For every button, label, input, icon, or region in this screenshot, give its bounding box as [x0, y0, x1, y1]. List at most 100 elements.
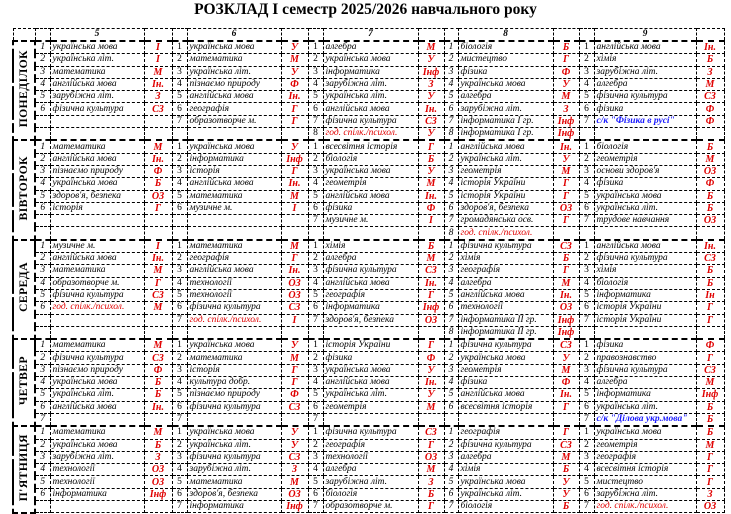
- lesson-number: 3: [578, 264, 595, 278]
- room-code: І: [143, 238, 173, 254]
- lesson-subject: біологія: [593, 276, 697, 290]
- lesson-subject: українська літ.: [49, 388, 145, 402]
- lesson-number: 4: [34, 376, 51, 390]
- lesson-number: 2: [34, 252, 51, 266]
- lesson-number: 5: [171, 288, 188, 303]
- room-code: ОЗ: [417, 313, 445, 327]
- room-code: Ін.: [417, 276, 445, 290]
- room-code: [417, 226, 445, 241]
- room-code: ОЗ: [280, 276, 309, 290]
- room-code: У: [280, 338, 309, 353]
- lesson-number: [171, 214, 188, 228]
- room-code: Б: [143, 438, 173, 452]
- room-code: Ін.: [552, 388, 580, 402]
- lesson-subject: год. спілк./психол.: [457, 226, 554, 241]
- day-label: СЕРЕДА: [17, 262, 30, 313]
- lesson-number: [34, 313, 51, 327]
- lesson-number: 2: [443, 252, 459, 266]
- lesson-number: 5: [307, 189, 324, 203]
- lesson-number: 3: [34, 264, 51, 278]
- room-code: Г: [280, 363, 309, 378]
- lesson-subject: математика: [49, 425, 145, 440]
- lesson-subject: [186, 412, 282, 427]
- lesson-number: 7: [578, 499, 595, 514]
- lesson-number: 5: [34, 475, 51, 489]
- lesson-row: 7 7 7 7 с/к "Ділова укр.мова" Б: [13, 412, 725, 427]
- lesson-number: 1: [443, 238, 459, 254]
- lesson-number: 3: [443, 450, 459, 465]
- lesson-subject: інформатика: [593, 388, 697, 402]
- lesson-number: 7: [578, 214, 595, 228]
- lesson-subject: українська літ.: [186, 65, 282, 79]
- day-label: ВІВТОРОК: [17, 155, 30, 221]
- lesson-subject: фізична культура: [49, 102, 145, 116]
- lesson-number: 5: [578, 388, 595, 402]
- lesson-subject: інформатика I гр.: [457, 114, 554, 129]
- lesson-row: 6 історія Г 6 музичне м. І 6 фізика Ф 6 здоров'я, …: [13, 201, 725, 216]
- room-code: М: [695, 152, 725, 166]
- lesson-number: 3: [578, 65, 595, 79]
- lesson-subject: українська мова: [322, 53, 419, 67]
- room-code: З: [552, 102, 580, 116]
- lesson-number: [171, 325, 188, 340]
- lesson-subject: англійська мова: [457, 388, 554, 402]
- room-code: У: [280, 438, 309, 452]
- lesson-number: 7: [443, 313, 459, 327]
- lesson-number: 5: [443, 388, 459, 402]
- lesson-number: 8: [443, 127, 459, 141]
- lesson-number: 4: [307, 376, 324, 390]
- lesson-subject: зарубіжна літ.: [322, 475, 419, 489]
- room-code: У: [417, 53, 445, 67]
- room-code: СЗ: [417, 425, 445, 440]
- lesson-subject: всесвітня історія: [322, 139, 419, 154]
- room-code: СЗ: [280, 400, 309, 414]
- room-code: М: [280, 475, 309, 489]
- room-code: ОЗ: [280, 288, 309, 303]
- lesson-row: 5 технології ОЗ 5 математика М 5 зарубіжна літ.…: [13, 475, 725, 489]
- room-code: М: [417, 40, 445, 55]
- room-code: У: [280, 40, 309, 55]
- lesson-subject: [593, 127, 697, 141]
- room-code: З: [280, 463, 309, 477]
- lesson-subject: зарубіжна літ.: [593, 65, 697, 79]
- lesson-number: 4: [34, 276, 51, 290]
- lesson-number: 1: [578, 338, 595, 353]
- lesson-row: 3 зарубіжна літ. З 3 фізична культура СЗ 3 техн…: [13, 450, 725, 465]
- lesson-row: 7 образотворче м. Г 7 фізична культура СЗ 7 інф…: [13, 114, 725, 129]
- lesson-subject: технології: [49, 475, 145, 489]
- lesson-subject: фізика: [457, 65, 554, 79]
- lesson-number: 6: [578, 201, 595, 216]
- lesson-subject: всесвітня історія: [457, 400, 554, 414]
- lesson-subject: фізика: [457, 376, 554, 390]
- day-label-cell: П'ЯТНИЦЯ: [12, 425, 36, 514]
- lesson-subject: алгебра: [322, 40, 419, 55]
- room-code: ОЗ: [143, 189, 173, 203]
- lesson-number: 5: [443, 90, 459, 104]
- lesson-number: 6: [307, 102, 324, 116]
- room-code: Б: [417, 152, 445, 166]
- lesson-number: [578, 226, 595, 241]
- lesson-number: 6: [443, 102, 459, 116]
- room-code: Інф: [552, 325, 580, 340]
- lesson-subject: математика: [186, 53, 282, 67]
- lesson-number: 6: [171, 487, 188, 501]
- lesson-subject: [186, 214, 282, 228]
- room-code: [143, 325, 173, 340]
- room-code: Ін.: [280, 90, 309, 104]
- room-code: ОЗ: [695, 214, 725, 228]
- lesson-subject: год. спілк./психол.: [49, 301, 145, 315]
- day-label: ПОНЕДІЛОК: [17, 50, 30, 128]
- lesson-row: 6 год. спілк./психол. М 6 фізична культура СЗ…: [13, 301, 725, 315]
- lesson-number: 6: [34, 301, 51, 315]
- lesson-number: 4: [443, 276, 459, 290]
- room-code: СЗ: [280, 450, 309, 465]
- room-code: Ін.: [695, 40, 725, 55]
- room-code: [143, 127, 173, 141]
- room-code: Інф: [280, 499, 309, 514]
- lesson-number: 2: [307, 53, 324, 67]
- room-code: У: [280, 139, 309, 154]
- lesson-number: 1: [443, 40, 459, 55]
- lesson-number: [34, 499, 51, 514]
- lesson-subject: англійська мова: [322, 189, 419, 203]
- lesson-subject: інформатика: [322, 65, 419, 79]
